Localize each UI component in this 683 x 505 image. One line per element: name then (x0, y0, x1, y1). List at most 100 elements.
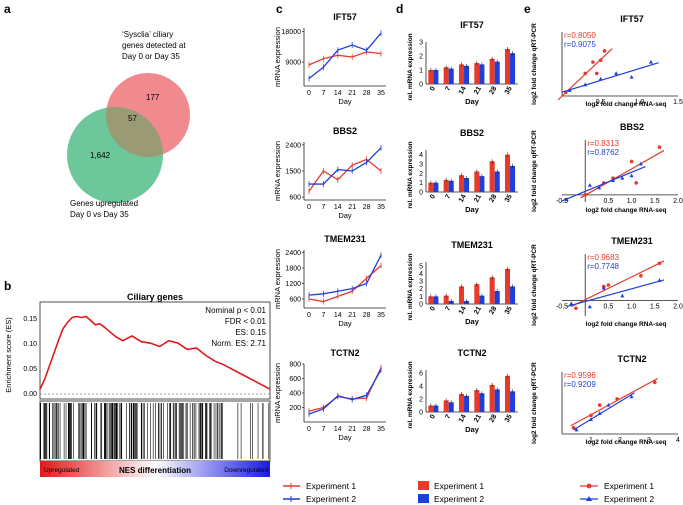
venn-label-top-1: ‘Sysclia’ ciliary (122, 30, 173, 39)
scatter-point-exp2 (606, 402, 611, 407)
x-tick-label: 7 (444, 305, 452, 312)
y-axis-label: mRNA expression (273, 249, 282, 309)
chart-title: TMEM231 (324, 234, 366, 244)
bar-exp2 (494, 291, 500, 304)
bar-exp1 (474, 390, 480, 412)
r-value-exp2: r=0.7748 (587, 262, 619, 271)
scatter-point-exp2 (569, 301, 574, 306)
chart-title: TCTN2 (331, 348, 360, 358)
chart-title: BBS2 (620, 122, 644, 132)
x-tick-label: 7 (444, 193, 452, 200)
scatter-point-exp2 (587, 304, 592, 309)
y-axis-label: log2 fold change qRT-PCR (531, 130, 538, 212)
r-value-exp2: r=0.9075 (564, 40, 596, 49)
bar-exp2 (464, 178, 470, 192)
x-tick-label: 28 (488, 85, 498, 95)
scatter-point-exp1 (629, 159, 634, 164)
venn-count-syscilia: 177 (146, 93, 160, 102)
bar-exp2 (510, 391, 516, 412)
scatter-chart-ift57: IFT57 0.5 1.0 1.5 log2 fold change RNA-seq lo… (531, 14, 683, 108)
bar-exp1 (504, 154, 511, 192)
venn-label-bottom-1: Genes upregulated (70, 199, 138, 208)
panel-letter-e: e (524, 2, 531, 16)
x-tick-label: 1.5 (650, 198, 660, 205)
y-tick-label: 2 (419, 171, 423, 178)
bar-exp1 (489, 277, 495, 304)
series-line (308, 51, 382, 66)
bar-exp2 (494, 389, 500, 412)
venn-label-bottom-2: Day 0 vs Day 35 (70, 210, 129, 219)
bar-exp1 (474, 284, 480, 304)
chart-title: BBS2 (460, 128, 484, 138)
scatter-point-exp1 (615, 397, 619, 401)
y-tick-label: 600 (289, 376, 301, 383)
r-value-exp1: r=0.9683 (587, 253, 619, 262)
y-axis-label: rel. mRNA expression (407, 253, 414, 320)
bar-exp2 (510, 165, 516, 192)
x-tick-label: 14 (334, 90, 342, 97)
bar-exp1 (443, 295, 449, 304)
bar-exp2 (464, 395, 470, 412)
y-tick-label: 4 (419, 384, 423, 391)
chart-title: TMEM231 (451, 240, 493, 250)
legend-e: Experiment 1 Experiment 2 (580, 481, 654, 504)
scatter-point-exp2 (629, 173, 634, 178)
x-axis-label: Day (338, 319, 352, 328)
y-tick-label: 2400 (285, 142, 301, 149)
x-tick-label: 1 (589, 437, 593, 444)
gsea-ytick: 0.05 (23, 366, 37, 373)
x-tick-label: 1.0 (634, 99, 644, 106)
x-tick-label: 0 (307, 204, 311, 211)
scatter-point-exp2 (587, 183, 592, 187)
x-tick-label: 21 (473, 193, 483, 203)
y-tick-label: 0 (419, 82, 423, 89)
scatter-chart-tmem231: TMEM231 -0.5 0.5 1.0 1.5 2.0 log2 fold change … (531, 236, 683, 328)
series-line (309, 147, 382, 185)
y-tick-label: 6 (419, 371, 423, 378)
bar-exp1 (443, 179, 449, 192)
bar-exp2 (448, 68, 454, 84)
scatter-point-exp1 (653, 380, 657, 385)
gsea-frame (39, 301, 271, 400)
bar-exp1 (458, 175, 465, 192)
panel-letter-a: a (4, 2, 11, 16)
scatter-point-exp1 (602, 49, 607, 53)
x-tick-label: 14 (334, 426, 342, 433)
legend-e-exp1: Experiment 1 (604, 481, 654, 491)
bar-exp2 (448, 402, 454, 412)
r-value-exp2: r=0.9209 (564, 380, 596, 389)
x-axis-label: log2 fold change RNA-seq (586, 101, 667, 108)
y-tick-label: 600 (289, 195, 301, 202)
r-value-exp1: r=0.8313 (587, 139, 619, 148)
y-axis-label: rel. mRNA expression (407, 361, 414, 428)
x-axis-label: Day (338, 433, 352, 442)
y-tick-label: 5 (419, 263, 423, 270)
x-tick-label: 0 (429, 413, 437, 420)
x-tick-label: 0.5 (604, 304, 614, 311)
regression-line (571, 260, 665, 308)
y-tick-label: 0 (419, 190, 423, 197)
scatter-point-exp2 (574, 427, 579, 432)
scatter-point-exp2 (601, 285, 606, 290)
x-tick-label: 1.5 (673, 99, 683, 106)
x-axis-label: Day (338, 211, 352, 220)
x-tick-label: 14 (334, 204, 342, 211)
bar-exp2 (433, 182, 439, 192)
x-tick-label: 35 (504, 305, 514, 315)
bar-exp1 (504, 375, 511, 412)
x-tick-label: 7 (444, 85, 452, 92)
x-tick-label: 2 (618, 437, 622, 444)
y-tick-label: 3 (419, 279, 423, 286)
bar-exp1 (474, 63, 480, 84)
y-tick-label: 1 (419, 180, 423, 187)
y-axis-label: log2 fold change qRT-PCR (531, 23, 538, 105)
bar-exp1 (428, 70, 434, 84)
x-tick-label: 0 (429, 193, 437, 200)
chart-title: TCTN2 (458, 348, 487, 358)
x-tick-label: 21 (473, 305, 483, 315)
panel-letter-c: c (276, 2, 283, 16)
venn-count-overlap: 57 (128, 114, 137, 123)
y-tick-label: 2400 (285, 250, 301, 257)
r-value-exp2: r=0.8762 (587, 148, 619, 157)
